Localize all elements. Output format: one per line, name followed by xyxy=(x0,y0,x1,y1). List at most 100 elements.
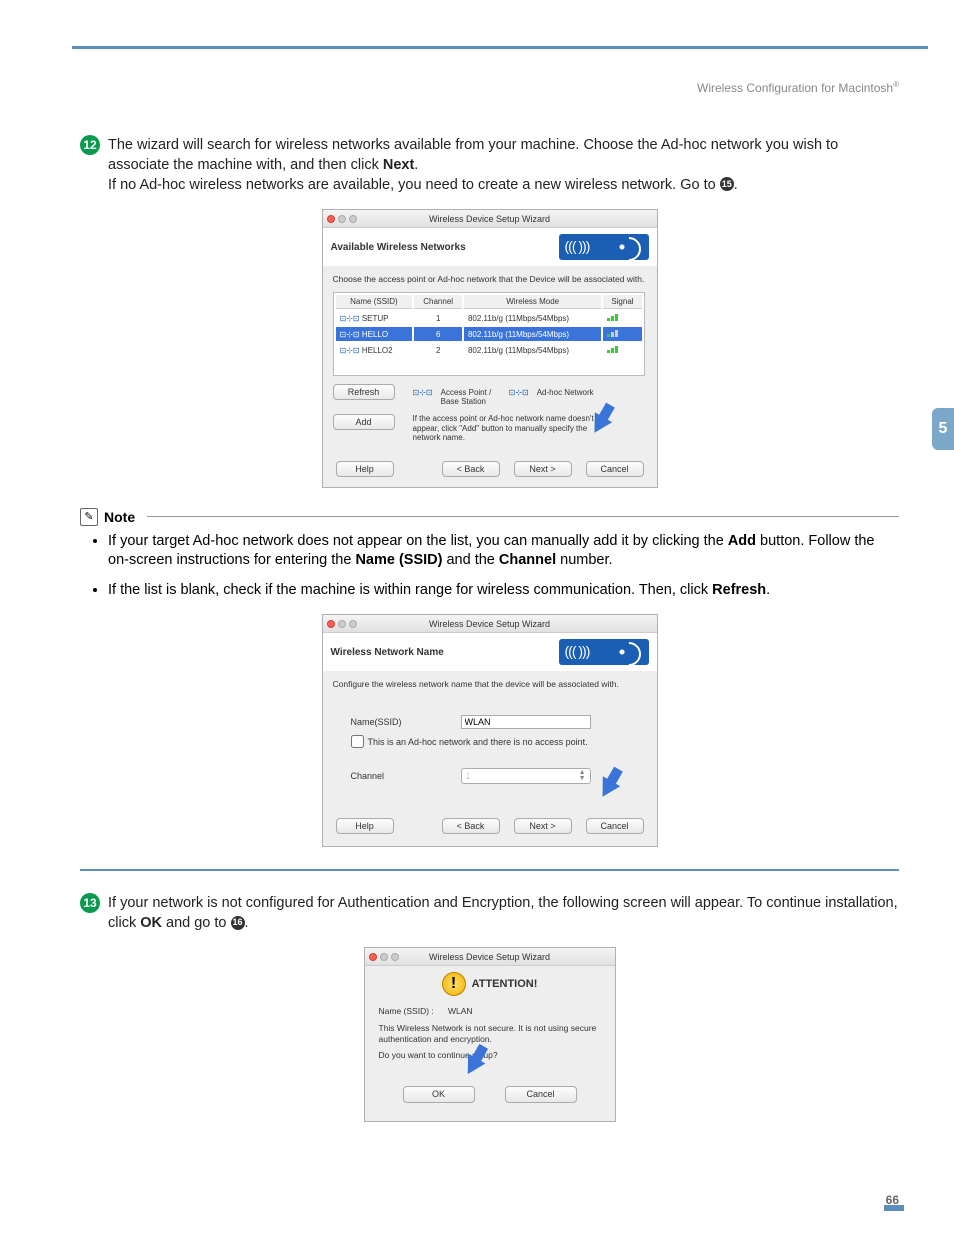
channel: 2 xyxy=(414,343,462,357)
ssid: HELLO xyxy=(362,330,388,339)
adhoc-icon: ⊡⊹⊡ xyxy=(509,388,529,397)
window-titlebar: Wireless Device Setup Wizard xyxy=(365,948,615,966)
page-header: Wireless Configuration for Macintosh® xyxy=(80,80,899,95)
ssid: SETUP xyxy=(362,314,389,323)
panel-header: Available Wireless Networks xyxy=(323,228,657,266)
window-title: Wireless Device Setup Wizard xyxy=(323,619,657,629)
warning-text: This Wireless Network is not secure. It … xyxy=(379,1023,601,1045)
step-12-number: 12 xyxy=(80,135,108,155)
question-text: Do you want to continue setup? xyxy=(379,1050,601,1061)
help-button[interactable]: Help xyxy=(336,818,394,834)
arrow-icon xyxy=(461,1057,481,1088)
wifi-banner-icon xyxy=(559,234,649,260)
text: . xyxy=(245,915,249,931)
refresh-button[interactable]: Refresh xyxy=(333,384,395,400)
network-table: Name (SSID) Channel Wireless Mode Signal… xyxy=(333,292,645,376)
mode: 802.11b/g (11Mbps/54Mbps) xyxy=(464,311,601,325)
text: If the list is blank, check if the machi… xyxy=(108,582,712,598)
note-block: ✎ Note If your target Ad-hoc network doe… xyxy=(80,508,899,601)
table-row[interactable]: ⊡⊹⊡ HELLO 6 802.11b/g (11Mbps/54Mbps) xyxy=(336,327,642,341)
ssid-label: Name(SSID) xyxy=(351,717,461,727)
arrow-icon xyxy=(589,416,609,436)
channel: 6 xyxy=(414,327,462,341)
text: and the xyxy=(442,552,498,568)
signal-icon xyxy=(607,345,618,353)
table-row[interactable]: ⊡⊹⊡ HELLO2 2 802.11b/g (11Mbps/54Mbps) xyxy=(336,343,642,357)
note-rule xyxy=(147,516,899,517)
bold: Channel xyxy=(499,552,556,568)
ssid-line: Name (SSID) : WLAN xyxy=(379,1006,601,1017)
window-titlebar: Wireless Device Setup Wizard xyxy=(323,210,657,228)
mode: 802.11b/g (11Mbps/54Mbps) xyxy=(464,343,601,357)
add-help-text: If the access point or Ad-hoc network na… xyxy=(413,414,603,443)
text: . xyxy=(414,157,418,173)
add-row: Add If the access point or Ad-hoc networ… xyxy=(333,414,647,443)
add-button[interactable]: Add xyxy=(333,414,395,430)
chapter-tab: 5 xyxy=(932,408,954,450)
cancel-button[interactable]: Cancel xyxy=(586,461,644,477)
screenshot-available-networks: Wireless Device Setup Wizard Available W… xyxy=(322,209,658,488)
traffic-lights-icon xyxy=(327,620,357,628)
traffic-lights-icon xyxy=(369,953,399,961)
panel-body: Choose the access point or Ad-hoc networ… xyxy=(323,266,657,487)
back-button[interactable]: < Back xyxy=(442,818,500,834)
arrow-icon xyxy=(597,780,617,800)
col-channel: Channel xyxy=(414,295,462,309)
ssid-value: WLAN xyxy=(448,1006,473,1016)
help-button[interactable]: Help xyxy=(336,461,394,477)
cancel-button[interactable]: Cancel xyxy=(586,818,644,834)
screenshot-attention: Wireless Device Setup Wizard ! ATTENTION… xyxy=(364,947,616,1122)
text: . xyxy=(734,177,738,193)
legend-ap: Access Point / Base Station xyxy=(441,388,501,406)
text: If your target Ad-hoc network does not a… xyxy=(108,533,728,549)
table-row[interactable]: ⊡⊹⊡ SETUP 1 802.11b/g (11Mbps/54Mbps) xyxy=(336,311,642,325)
col-ssid: Name (SSID) xyxy=(336,295,413,309)
step-13-number: 13 xyxy=(80,893,108,913)
refresh-row: Refresh ⊡⊹⊡ Access Point / Base Station … xyxy=(333,384,647,406)
window-titlebar: Wireless Device Setup Wizard xyxy=(323,615,657,633)
attention-title: ATTENTION! xyxy=(472,978,538,990)
screenshot-network-name: Wireless Device Setup Wizard Wireless Ne… xyxy=(322,614,658,847)
bold: Add xyxy=(728,533,756,549)
ssid-input[interactable] xyxy=(461,715,591,729)
panel-title: Available Wireless Networks xyxy=(331,242,466,253)
col-signal: Signal xyxy=(603,295,641,309)
next-button[interactable]: Next > xyxy=(514,461,572,477)
instruction-text: Configure the wireless network name that… xyxy=(333,679,647,689)
adhoc-icon: ⊡⊹⊡ xyxy=(340,346,360,355)
attention-body: Name (SSID) : WLAN This Wireless Network… xyxy=(365,1002,615,1121)
step-12: 12 The wizard will search for wireless n… xyxy=(80,135,899,195)
step-13-body: If your network is not configured for Au… xyxy=(108,893,899,933)
channel-value: 1 xyxy=(466,771,471,781)
mode: 802.11b/g (11Mbps/54Mbps) xyxy=(464,327,601,341)
note-item: If the list is blank, check if the machi… xyxy=(108,581,899,601)
next-button[interactable]: Next > xyxy=(514,818,572,834)
signal-icon xyxy=(607,313,618,321)
adhoc-check-row: This is an Ad-hoc network and there is n… xyxy=(333,735,647,748)
ssid-label: Name (SSID) : xyxy=(379,1006,434,1016)
channel-stepper[interactable]: 1 ▲▼ xyxy=(461,768,591,784)
ap-icon: ⊡⊹⊡ xyxy=(340,314,360,323)
cancel-button[interactable]: Cancel xyxy=(505,1086,577,1104)
page-accent xyxy=(884,1205,904,1211)
step-12-body: The wizard will search for wireless netw… xyxy=(108,135,899,195)
text: number. xyxy=(556,552,612,568)
back-button[interactable]: < Back xyxy=(442,461,500,477)
adhoc-checkbox[interactable] xyxy=(351,735,364,748)
note-icon: ✎ xyxy=(80,508,98,526)
button-row: Help < Back Next > Cancel xyxy=(333,818,647,834)
warning-icon: ! xyxy=(442,972,466,996)
ref-16-icon: 16 xyxy=(231,916,245,930)
window-title: Wireless Device Setup Wizard xyxy=(323,214,657,224)
screenshot-3-wrap: Wireless Device Setup Wizard ! ATTENTION… xyxy=(80,947,899,1122)
ref-15-icon: 15 xyxy=(720,177,734,191)
ap-icon: ⊡⊹⊡ xyxy=(340,330,360,339)
header-text: Wireless Configuration for Macintosh xyxy=(697,81,893,95)
ap-icon: ⊡⊹⊡ xyxy=(413,388,433,397)
adhoc-check-label: This is an Ad-hoc network and there is n… xyxy=(368,737,588,747)
signal-icon xyxy=(607,329,618,337)
step-number-circle: 12 xyxy=(80,135,100,155)
traffic-lights-icon xyxy=(327,215,357,223)
legend-adhoc: Ad-hoc Network xyxy=(537,388,594,397)
step-13: 13 If your network is not configured for… xyxy=(80,893,899,933)
